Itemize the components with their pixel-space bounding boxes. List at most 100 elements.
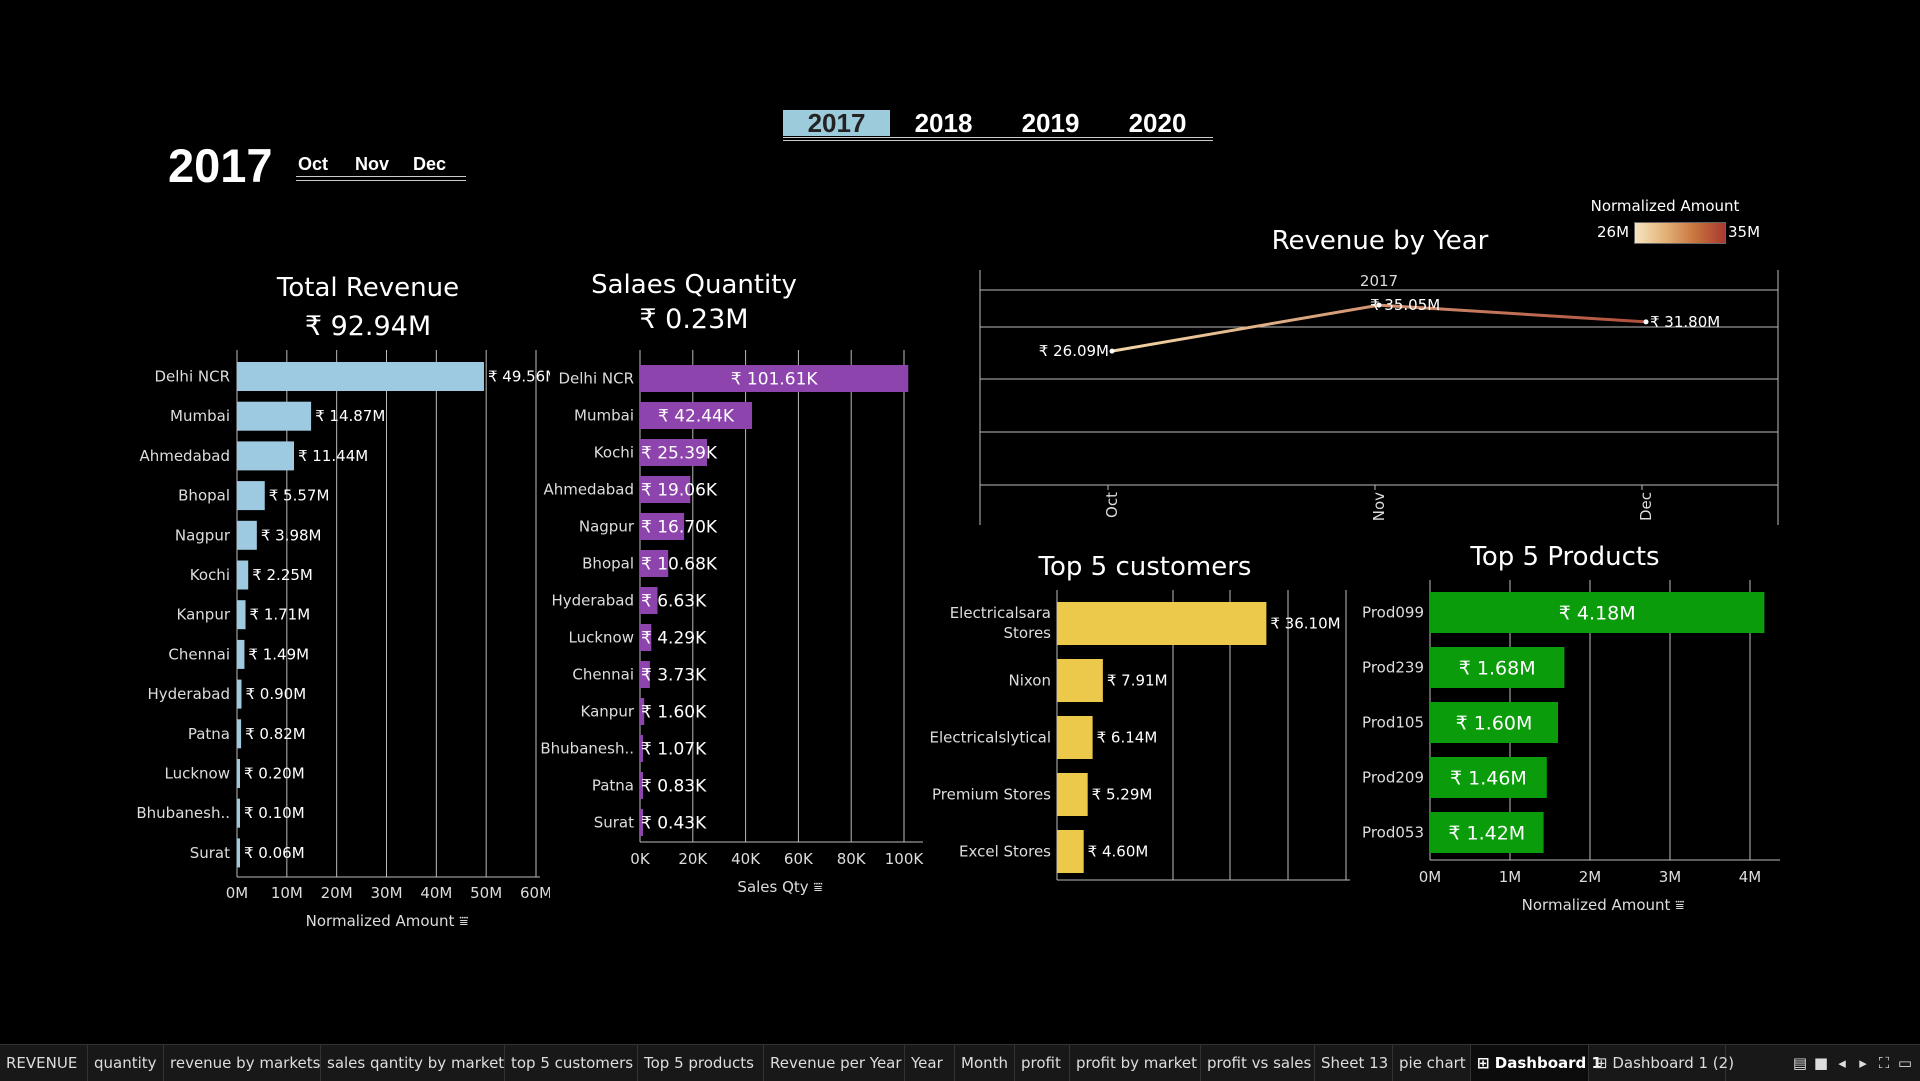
x-tick-label: Oct <box>1103 492 1121 518</box>
x-tick-label: 100K <box>885 850 925 868</box>
sheet-tab[interactable]: Sheet 13 <box>1315 1045 1393 1081</box>
year-tab-2020[interactable]: 2020 <box>1128 108 1187 138</box>
sheet-tab[interactable]: revenue by markets <box>164 1045 321 1081</box>
sheet-tab[interactable]: Top 5 products <box>638 1045 764 1081</box>
x-tick-label: 0M <box>1419 868 1442 886</box>
top-customers-chart: Electricalsara Stores ₹ 36.10M Nixon ₹ 7.91M… <box>930 590 1350 881</box>
data-label: ₹ 11.44M <box>298 447 368 465</box>
x-axis-title: Normalized Amount ⩸ <box>306 912 469 930</box>
category-label: Prod209 <box>1362 769 1424 787</box>
present-icon[interactable]: ▭ <box>1897 1054 1913 1072</box>
sheet-tab[interactable]: profit <box>1015 1045 1070 1081</box>
prev-icon[interactable]: ◂ <box>1838 1054 1846 1072</box>
sheet-tab[interactable]: pie chart <box>1393 1045 1471 1081</box>
data-label: ₹ 3.98M <box>261 526 322 544</box>
line-point <box>1109 348 1115 354</box>
fit-icon[interactable]: ⛶ <box>1878 1054 1890 1072</box>
quantity-bar <box>640 661 650 688</box>
data-label: ₹ 14.87M <box>315 407 385 425</box>
category-label: Ahmedabad <box>543 481 634 499</box>
category-label: Chennai <box>572 666 634 684</box>
legend-min: 26M <box>1597 223 1630 241</box>
x-tick-label: 60M <box>520 884 550 902</box>
x-tick-label: 40M <box>420 884 452 902</box>
data-label: ₹ 101.61K <box>731 370 819 390</box>
quantity-bar <box>640 439 708 466</box>
sheet-tab[interactable]: profit by market <box>1070 1045 1201 1081</box>
sheet-tab[interactable]: ⊞ Dashboard 1 <box>1471 1045 1602 1081</box>
quantity-bar <box>640 550 669 577</box>
category-label: Excel Stores <box>959 843 1051 861</box>
total-revenue-title: Total Revenue <box>276 273 460 303</box>
product-bar <box>1430 812 1544 853</box>
sheet-tab[interactable]: REVENUE <box>0 1045 88 1081</box>
sheet-tab[interactable]: Revenue per Year <box>764 1045 905 1081</box>
quantity-bar <box>640 624 652 651</box>
sheet-tab[interactable]: top 5 customers <box>505 1045 638 1081</box>
category-label: Chennai <box>168 645 230 663</box>
category-label: Hyderabad <box>552 592 635 610</box>
data-label: ₹ 6.63K <box>641 592 707 612</box>
x-tick-label: 1M <box>1499 868 1522 886</box>
legend-title: Normalized Amount <box>1590 197 1740 215</box>
month-tab-dec[interactable]: Dec <box>413 154 447 174</box>
revenue-bar <box>237 362 484 391</box>
x-tick-label: 60K <box>784 850 814 868</box>
data-label: ₹ 19.06K <box>641 481 718 501</box>
sheet-tab[interactable]: Month <box>955 1045 1015 1081</box>
next-icon[interactable]: ▸ <box>1859 1054 1867 1072</box>
quantity-bar <box>640 735 643 762</box>
sheet-tab[interactable]: Year <box>905 1045 955 1081</box>
month-underline-2 <box>296 180 466 181</box>
category-label: Lucknow <box>569 629 635 647</box>
line-point <box>1643 319 1649 325</box>
category-label: Delhi NCR <box>154 368 230 386</box>
quantity-by-market-chart: 0K 20K 40K 60K 80K 100K Delhi NCR ₹ 101.61K Mumb… <box>540 350 925 896</box>
category-label: Lucknow <box>165 765 231 783</box>
sheet-tab[interactable]: profit vs sales <box>1201 1045 1315 1081</box>
quantity-bar <box>640 772 643 799</box>
data-label: ₹ 0.83K <box>641 777 707 797</box>
year-tab-2019[interactable]: 2019 <box>1021 108 1080 138</box>
grid-view-icon[interactable]: ▤ <box>1792 1054 1808 1072</box>
category-label: Ahmedabad <box>139 447 230 465</box>
category-label: Patna <box>592 777 634 795</box>
revenue-bar <box>237 520 257 550</box>
customer-bar <box>1057 602 1267 645</box>
category-label: Bhubanesh.. <box>136 804 230 822</box>
top-customers-title: Top 5 customers <box>1038 552 1252 582</box>
year-filter: 2017 2018 2019 2020 <box>783 108 1213 141</box>
data-label: ₹ 1.60K <box>641 703 707 723</box>
year-tab-2017[interactable]: 2017 <box>783 110 890 136</box>
revenue-bar <box>237 639 245 669</box>
category-label: Prod105 <box>1362 714 1424 732</box>
sheet-tab[interactable]: quantity <box>88 1045 164 1081</box>
tab-underline-2 <box>783 140 1213 141</box>
selected-year-label: 2017 <box>168 139 273 192</box>
month-tab-oct[interactable]: Oct <box>298 154 329 174</box>
x-tick-label: 30M <box>370 884 402 902</box>
stop-icon[interactable]: ■ <box>1813 1054 1829 1072</box>
category-label: Prod053 <box>1362 824 1424 842</box>
sheet-tab[interactable]: ⊞ Dashboard 1 (2) <box>1589 1045 1734 1081</box>
data-label: ₹ 3.73K <box>641 666 707 686</box>
revenue-bar <box>237 679 242 709</box>
revenue-by-year-title: Revenue by Year <box>1271 226 1489 256</box>
x-tick-label: 80K <box>837 850 867 868</box>
sheet-tab[interactable]: sales qantity by market <box>321 1045 505 1081</box>
data-label: ₹ 0.10M <box>244 804 305 822</box>
x-tick-label: 4M <box>1739 868 1762 886</box>
quantity-bar <box>640 809 643 836</box>
revenue-bar <box>237 600 246 630</box>
data-label: ₹ 0.82M <box>245 725 306 743</box>
year-tab-2018[interactable]: 2018 <box>914 108 973 138</box>
data-label: ₹ 25.39K <box>641 444 718 464</box>
top-products-title: Top 5 Products <box>1470 542 1660 572</box>
month-tab-nov[interactable]: Nov <box>355 154 390 174</box>
data-label: ₹ 0.90M <box>245 685 306 703</box>
quantity-bar <box>640 365 909 392</box>
category-label: Bhopal <box>178 487 230 505</box>
line-point <box>1376 302 1382 308</box>
tab-underline <box>783 137 1213 138</box>
category-label: Mumbai <box>574 407 634 425</box>
